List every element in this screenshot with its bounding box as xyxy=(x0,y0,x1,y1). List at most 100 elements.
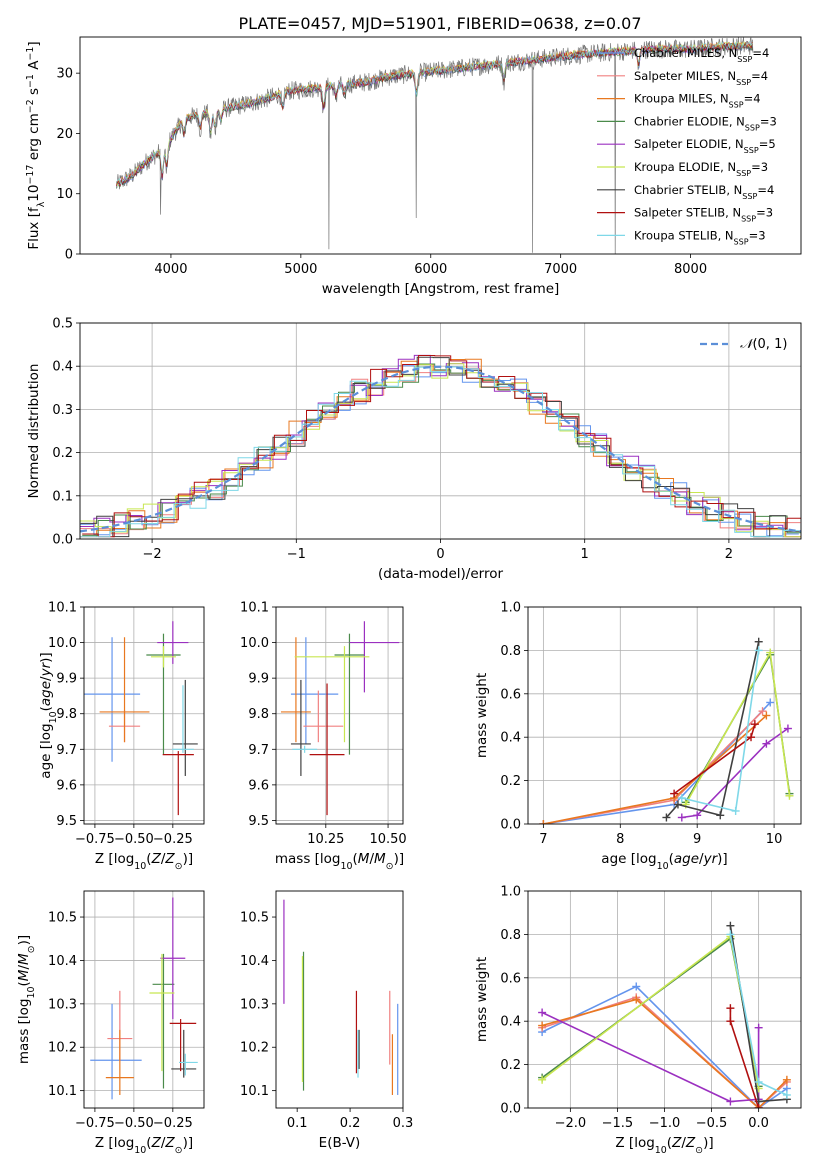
y-tick-label: 0.1 xyxy=(52,489,73,504)
legend-label-salpeter-elodie: Salpeter ELODIE, NSSP=5 xyxy=(634,137,776,155)
legend-label-chabrier-elodie: Chabrier ELODIE, NSSP=3 xyxy=(634,114,777,131)
x-tick-label: −1 xyxy=(287,547,306,562)
x-tick-label: 2 xyxy=(725,547,733,562)
x-tick-label: 8 xyxy=(616,832,624,847)
point-kroupa-stelib xyxy=(172,685,194,753)
chart-mass-vs-Z: −0.75 −0.50 −0.25 10.1 10.2 10.3 10.4 10.5 Z [lo… xyxy=(16,890,205,1156)
y-tick-label: 0.4 xyxy=(500,731,521,746)
plot-area xyxy=(116,37,754,254)
point-kroupa-elodie xyxy=(149,953,175,1072)
point-chabrier-stelib xyxy=(290,679,311,776)
point-kroupa-stelib xyxy=(292,745,318,753)
legend-label-salpeter-miles: Salpeter MILES, NSSP=4 xyxy=(634,69,768,87)
plot-area xyxy=(283,899,399,1095)
marker-kroupa-elodie xyxy=(538,1075,547,1084)
y-tick-label: 0.2 xyxy=(500,1058,521,1073)
y-tick-label: 0.8 xyxy=(500,644,521,659)
marker-kroupa-miles xyxy=(539,820,548,824)
series-kroupa-stelib xyxy=(677,646,763,815)
series-chabrier-miles xyxy=(539,698,775,824)
y-tick-label: 9.7 xyxy=(56,743,77,758)
x-tick-label: 10 xyxy=(766,832,783,847)
legend-label-kroupa-stelib: Kroupa STELIB, NSSP=3 xyxy=(634,228,766,246)
figure-title: PLATE=0457, MJD=51901, FIBERID=0638, z=0… xyxy=(238,14,641,33)
legend-label-chabrier-stelib: Chabrier STELIB, NSSP=4 xyxy=(634,183,774,201)
y-tick-label: 10 xyxy=(56,187,73,202)
y-tick-label: 9.8 xyxy=(56,707,77,722)
axes-frame xyxy=(527,606,802,825)
y-axis-label: Normed distribution xyxy=(26,364,42,499)
series-kroupa-miles xyxy=(538,995,791,1108)
marker-salpeter-elodie xyxy=(783,724,792,733)
x-tick-label: −1.0 xyxy=(649,1116,681,1131)
y-tick-label: 10.3 xyxy=(48,997,77,1012)
marker-chabrier-stelib xyxy=(726,921,735,930)
chart-spectrum: 4000 5000 6000 7000 8000 0 10 20 30 wavelength [A… xyxy=(25,36,802,297)
legend-label-chabrier-miles: Chabrier MILES, NSSP=4 xyxy=(634,46,769,64)
x-axis-label: (data-model)/error xyxy=(378,566,504,582)
line-kroupa-miles xyxy=(541,998,788,1108)
y-axis-label: mass weight xyxy=(474,673,490,758)
point-chabrier-miles xyxy=(84,637,141,762)
histogram-chabrier-elodie xyxy=(82,363,801,536)
y-tick-label: 1.0 xyxy=(500,601,521,616)
series-kroupa-stelib xyxy=(116,40,753,185)
marker-chabrier-stelib xyxy=(662,813,671,822)
x-tick-label: −0.5 xyxy=(696,1116,728,1131)
y-tick-label: 1.0 xyxy=(500,885,521,900)
point-chabrier-miles xyxy=(90,1003,142,1100)
point-kroupa-miles xyxy=(280,637,311,743)
chart-age-vs-Z: −0.75 −0.50 −0.25 9.5 9.6 9.7 9.8 9.9 10.0 10.1 Z … xyxy=(38,601,205,872)
histogram-salpeter-elodie xyxy=(80,354,799,538)
x-tick-label: −0.50 xyxy=(114,1116,154,1131)
x-tick-label: 0.1 xyxy=(287,1116,308,1131)
histogram-chabrier-stelib xyxy=(80,356,801,538)
axes-frame xyxy=(83,606,205,825)
y-tick-label: 10.1 xyxy=(240,601,269,616)
x-axis-label: age [log10(age/yr)] xyxy=(601,851,727,872)
point-salpeter-stelib xyxy=(162,751,194,816)
marker-salpeter-stelib xyxy=(754,1104,763,1108)
x-tick-label: −0.75 xyxy=(75,1116,115,1131)
y-tick-label: 0.0 xyxy=(500,1102,521,1117)
x-tick-label: −0.25 xyxy=(153,832,193,847)
spectrum-legend: Chabrier MILES, NSSP=4 Salpeter MILES, NS… xyxy=(597,46,777,246)
series-salpeter-stelib xyxy=(116,42,753,187)
x-tick-label: 0 xyxy=(436,547,444,562)
marker-salpeter-stelib xyxy=(750,720,759,729)
y-tick-label: 20 xyxy=(56,127,73,142)
y-tick-label: 10.4 xyxy=(240,954,269,969)
axes-frame xyxy=(275,606,404,825)
line-salpeter-elodie xyxy=(541,1011,760,1103)
point-salpeter-stelib xyxy=(309,683,345,816)
marker-kroupa-elodie xyxy=(766,648,775,657)
y-tick-label: 10.0 xyxy=(240,636,269,651)
x-tick-label: 0.0 xyxy=(748,1116,769,1131)
series-salpeter-stelib xyxy=(726,1004,763,1108)
y-tick-label: 10.3 xyxy=(240,997,269,1012)
marker-salpeter-elodie xyxy=(762,739,771,748)
x-tick-label: 1 xyxy=(581,547,589,562)
x-axis-label: E(B-V) xyxy=(319,1135,361,1151)
marker-chabrier-stelib xyxy=(673,800,682,809)
axes-frame xyxy=(275,890,404,1109)
marker-salpeter-elodie xyxy=(693,811,702,820)
chart-mass-weight-vs-age: 7 8 9 10 0.0 0.2 0.4 0.6 0.8 1.0 age [log10(age/yr… xyxy=(474,601,802,872)
plot-area xyxy=(280,621,400,816)
point-salpeter-miles xyxy=(303,690,344,743)
x-tick-label: −0.50 xyxy=(114,832,154,847)
y-axis-label: age [log10(age/yr)] xyxy=(38,652,59,778)
marker-chabrier-stelib xyxy=(716,811,725,820)
y-tick-label: 0.6 xyxy=(500,687,521,702)
x-tick-label: −0.75 xyxy=(75,832,115,847)
point-chabrier-elodie xyxy=(334,633,365,755)
y-tick-label: 0.2 xyxy=(52,446,73,461)
y-tick-label: 0.0 xyxy=(500,818,521,833)
series-chabrier-stelib xyxy=(662,637,763,822)
x-tick-label: −2.0 xyxy=(555,1116,587,1131)
point-chabrier-stelib xyxy=(172,679,198,776)
y-tick-label: 0.4 xyxy=(52,360,73,375)
histogram-kroupa-miles xyxy=(80,358,801,538)
plot-area xyxy=(84,621,198,816)
